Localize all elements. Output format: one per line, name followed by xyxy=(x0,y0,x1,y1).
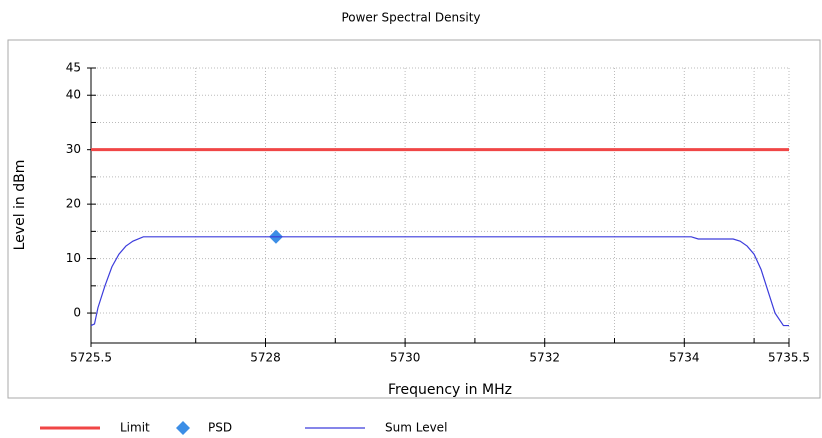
y-tick-label: 45 xyxy=(66,61,81,75)
x-axis-label: Frequency in MHz xyxy=(388,382,512,398)
y-axis-label: Level in dBm xyxy=(12,160,28,251)
legend-swatch xyxy=(176,421,190,435)
x-tick-label: 5730 xyxy=(390,351,421,365)
x-tick-label: 5732 xyxy=(529,351,560,365)
x-tick-label: 5725.5 xyxy=(70,351,112,365)
y-tick-label: 10 xyxy=(66,251,81,265)
plot-frame xyxy=(7,39,821,399)
x-tick-label: 5735.5 xyxy=(768,351,810,365)
series-line xyxy=(90,236,789,327)
x-tick-label: 5728 xyxy=(250,351,281,365)
legend-label: Sum Level xyxy=(385,421,447,435)
y-tick-label: 40 xyxy=(66,88,81,102)
y-tick-label: 30 xyxy=(66,142,81,156)
chart-title: Power Spectral Density xyxy=(341,11,480,25)
legend-label: Limit xyxy=(120,421,150,435)
y-tick-label: 0 xyxy=(73,306,81,320)
x-tick-label: 5734 xyxy=(669,351,700,365)
y-tick-label: 20 xyxy=(66,197,81,211)
legend-label: PSD xyxy=(208,421,232,435)
